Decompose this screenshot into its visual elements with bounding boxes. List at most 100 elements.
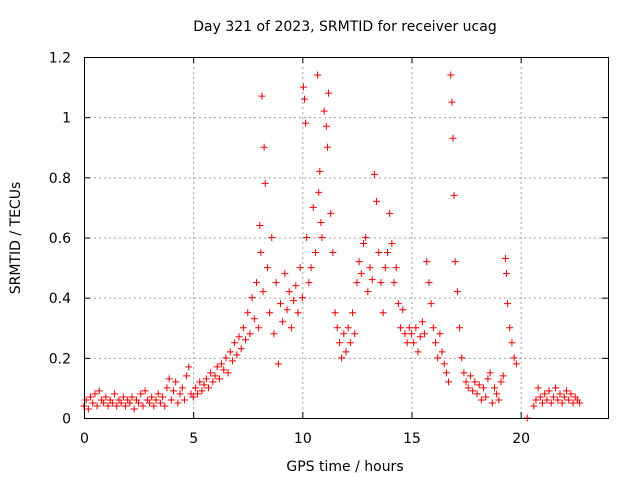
data-point [532,396,540,404]
data-point [113,402,121,410]
data-point [250,315,258,323]
x-tick-label: 15 [403,431,421,447]
data-point [449,134,457,142]
data-point [198,387,206,395]
data-point [305,279,313,287]
data-point [543,396,551,404]
data-point [490,384,498,392]
data-point [335,339,343,347]
data-point [469,387,477,395]
data-point [316,167,324,175]
data-point [307,264,315,272]
data-point [359,240,367,248]
data-point [248,294,256,302]
data-point [303,234,311,241]
data-point [325,89,333,97]
data-point [279,318,287,326]
data-point [412,324,420,332]
data-point [270,330,278,338]
data-point [344,324,352,332]
data-point [383,249,391,257]
data-point [126,399,134,407]
data-point [388,240,396,248]
data-point [235,333,243,341]
data-point [504,300,512,308]
data-point [294,309,302,317]
data-point [381,264,389,272]
axis-ticks [84,57,608,419]
data-point [362,234,370,241]
data-point [440,360,448,368]
data-point [315,188,323,196]
data-point [268,234,276,241]
data-point [148,393,156,401]
data-point [460,369,468,377]
data-point [364,288,372,296]
data-point [451,258,459,266]
data-point [392,264,400,272]
data-point [329,249,337,257]
data-point [351,330,359,338]
data-point [202,375,210,383]
data-point [266,309,274,317]
data-point [163,384,171,392]
data-point [486,369,494,377]
data-point [512,360,520,368]
data-point [283,306,291,314]
data-point [218,360,226,368]
data-point [464,384,472,392]
data-point [549,393,557,401]
data-point [510,354,518,362]
data-point [368,276,376,284]
data-point [183,372,191,380]
data-point [397,324,405,332]
data-point [379,309,387,317]
data-point [260,143,268,151]
data-point [91,390,99,398]
data-point [499,372,507,380]
data-point [405,324,413,332]
data-point [349,309,357,317]
data-point [357,270,365,278]
data-point [281,270,289,278]
data-point [141,387,149,395]
data-point [207,369,215,377]
data-point [456,324,464,332]
data-point [258,92,266,100]
data-point [82,396,90,404]
x-tick-label: 0 [80,431,89,447]
data-point [458,354,466,362]
data-point [117,399,125,407]
data-point [102,393,110,401]
data-point [215,375,223,383]
data-point [167,396,175,404]
data-point [333,324,341,332]
data-point [432,339,440,347]
data-point [425,279,433,287]
data-point [87,393,95,401]
data-point [556,390,564,398]
data-point [497,378,505,386]
data-point [128,393,136,401]
data-point [506,324,514,332]
data-point [213,363,221,371]
y-tick-label: 0.6 [49,231,71,247]
data-point [353,279,361,287]
data-point [285,288,293,296]
data-point [204,384,212,392]
data-point [165,375,173,383]
data-point [462,378,470,386]
data-point [299,83,307,91]
data-point [323,143,331,151]
data-point [480,384,488,392]
data-point [436,330,444,338]
data-point [331,309,339,317]
data-point [220,366,228,374]
data-point [309,203,317,211]
data-point [233,351,241,359]
y-tick-labels: 0 0.2 0.4 0.6 0.8 1 1.2 [49,51,71,428]
data-point [421,330,429,338]
data-point [370,170,378,178]
data-point [93,402,101,410]
data-point [394,300,402,308]
